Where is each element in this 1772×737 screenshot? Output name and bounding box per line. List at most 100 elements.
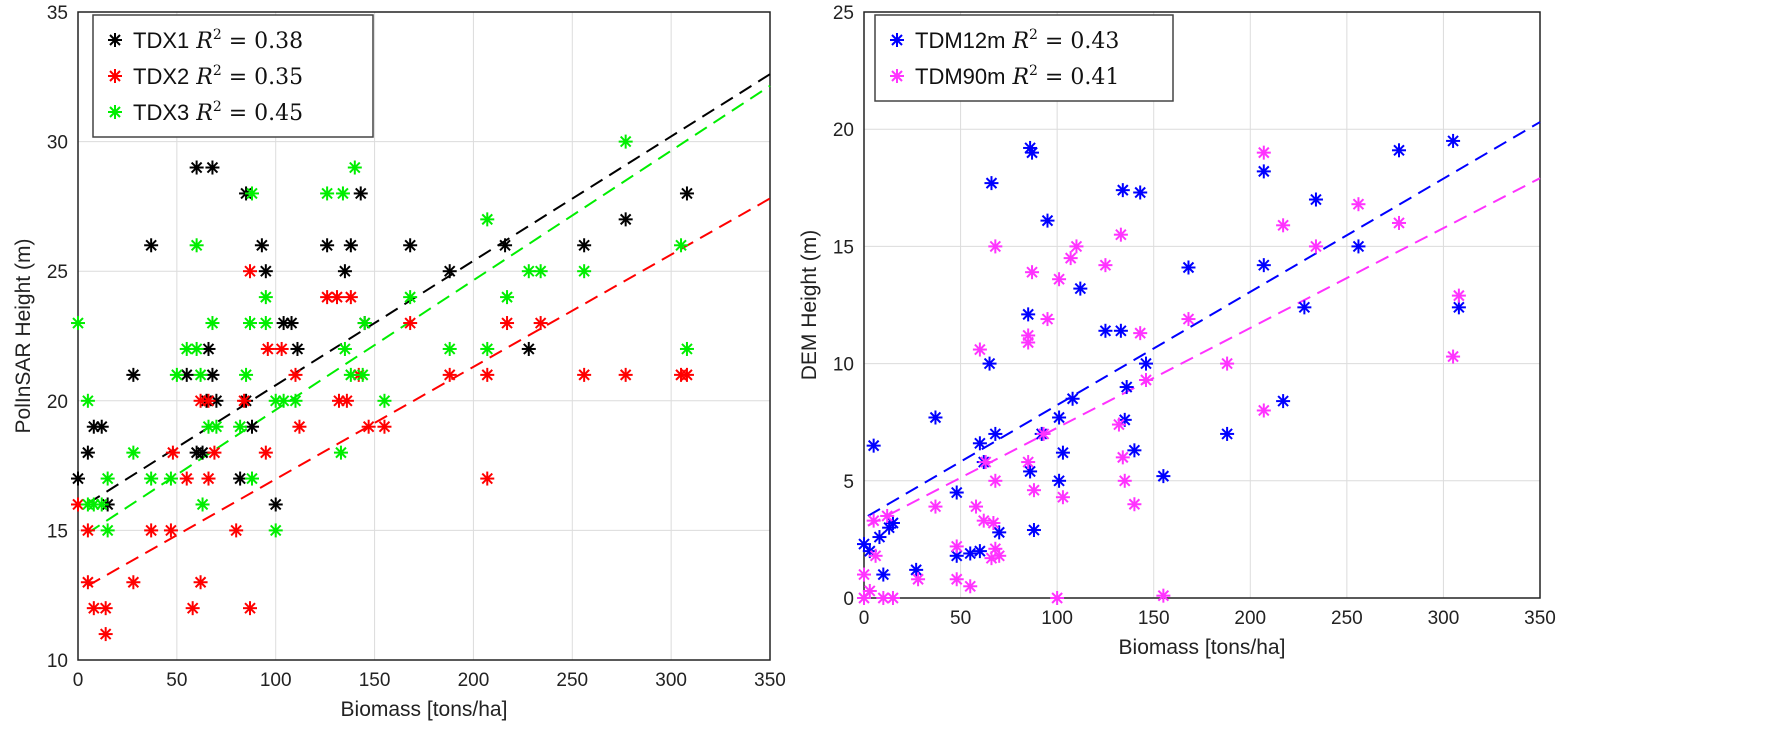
data-point-tdm90m — [911, 572, 926, 587]
data-point-tdx3 — [163, 471, 178, 486]
legend-r2-value: 0.38 — [254, 29, 303, 54]
y-tick-label: 20 — [47, 392, 68, 413]
x-tick-label: 0 — [859, 608, 870, 629]
data-point-tdx2 — [260, 341, 275, 356]
data-point-tdm90m — [1351, 197, 1366, 212]
data-point-tdm90m — [1181, 312, 1196, 327]
data-point-tdm12m — [949, 485, 964, 500]
y-axis-label: DEM Height (m) — [798, 230, 821, 381]
data-point-tdm90m — [1276, 218, 1291, 233]
data-point-tdx3 — [239, 367, 254, 382]
data-point-tdm90m — [862, 583, 877, 598]
data-point-tdx3 — [193, 367, 208, 382]
data-point-tdx3 — [144, 471, 159, 486]
data-point-tdx3 — [244, 471, 259, 486]
data-point-tdm12m — [1133, 185, 1148, 200]
data-point-tdm90m — [1133, 326, 1148, 341]
data-point-tdx3 — [126, 445, 141, 460]
data-point-tdx3 — [189, 238, 204, 253]
data-point-tdx3 — [679, 341, 694, 356]
data-point-tdm90m — [992, 548, 1007, 563]
data-point-tdx1 — [290, 341, 305, 356]
data-point-tdm90m — [1063, 251, 1078, 266]
chart-panel-1: 0 50 100 150 200 250 300 350 10 15 20 25 30 35 Biomass… — [12, 3, 786, 721]
data-point-tdx3 — [442, 341, 457, 356]
data-point-tdx3 — [258, 316, 273, 331]
data-point-tdm12m — [1392, 143, 1407, 158]
y-tick-label: 25 — [833, 3, 854, 24]
data-point-tdx1 — [679, 186, 694, 201]
legend-marker-tdm90m — [890, 69, 904, 83]
data-point-tdm90m — [1021, 455, 1036, 470]
data-point-tdm12m — [1055, 445, 1070, 460]
data-point-tdx3 — [80, 393, 95, 408]
data-point-tdx2 — [618, 367, 633, 382]
data-point-tdm12m — [928, 410, 943, 425]
legend-series-name: TDX1 — [133, 28, 189, 53]
data-point-tdx2 — [377, 419, 392, 434]
data-point-tdx1 — [254, 238, 269, 253]
data-point-tdx3 — [100, 471, 115, 486]
data-point-tdx2 — [577, 367, 592, 382]
data-point-tdx3 — [243, 316, 258, 331]
data-point-tdm90m — [988, 473, 1003, 488]
data-point-tdx3 — [233, 419, 248, 434]
data-point-tdx1 — [189, 160, 204, 175]
data-point-tdx3 — [268, 523, 283, 538]
data-point-tdx3 — [337, 341, 352, 356]
data-point-tdm90m — [949, 539, 964, 554]
data-point-tdm90m — [928, 499, 943, 514]
legend-entry: TDM12m R2 = 0.43 — [915, 27, 1119, 54]
data-point-tdx2 — [98, 627, 113, 642]
data-point-tdx3 — [189, 341, 204, 356]
data-point-tdx2 — [207, 445, 222, 460]
data-point-tdm90m — [866, 513, 881, 528]
data-point-tdm90m — [1138, 373, 1153, 388]
data-point-tdx3 — [577, 264, 592, 279]
data-point-tdm12m — [982, 356, 997, 371]
legend-entry: TDX2 R2 = 0.35 — [133, 63, 303, 90]
data-point-tdm90m — [880, 508, 895, 523]
data-point-tdm90m — [876, 591, 891, 605]
data-point-tdx3 — [94, 497, 109, 512]
legend-r2-value: 0.35 — [254, 65, 303, 90]
data-point-tdx2 — [86, 601, 101, 616]
legend-marker-tdx2 — [108, 69, 122, 83]
data-point-tdx3 — [320, 186, 335, 201]
x-tick-label: 350 — [1524, 608, 1556, 629]
data-point-tdx1 — [233, 471, 248, 486]
legend: TDX1 R2 = 0.38 TDX2 R2 = 0.35 TDX3 R2 = 0.… — [92, 14, 374, 138]
data-point-tdm90m — [1117, 473, 1132, 488]
x-tick-label: 0 — [73, 670, 84, 691]
data-point-tdx2 — [80, 523, 95, 538]
data-point-tdm90m — [1036, 426, 1051, 441]
x-tick-label: 100 — [1041, 608, 1073, 629]
y-tick-label: 25 — [47, 262, 68, 283]
data-point-tdx2 — [237, 393, 252, 408]
data-point-tdm90m — [1115, 450, 1130, 465]
data-point-tdx1 — [71, 471, 85, 486]
data-point-tdm12m — [1256, 258, 1271, 273]
x-tick-label: 50 — [950, 608, 971, 629]
data-point-tdm90m — [885, 591, 900, 605]
data-point-tdx2 — [185, 601, 200, 616]
data-point-tdx1 — [201, 341, 216, 356]
legend-marker-tdx3 — [108, 105, 122, 119]
data-point-tdm12m — [984, 176, 999, 191]
data-point-tdm12m — [909, 562, 924, 577]
y-tick-label: 20 — [833, 120, 854, 141]
y-tick-label: 5 — [843, 472, 854, 493]
data-point-tdx3 — [500, 290, 515, 305]
data-point-tdm12m — [1065, 391, 1080, 406]
data-point-tdm90m — [976, 513, 991, 528]
data-point-tdm12m — [1073, 281, 1088, 296]
x-tick-label: 200 — [458, 670, 490, 691]
data-point-tdm12m — [1021, 307, 1036, 322]
data-point-tdx2 — [80, 575, 95, 590]
data-point-tdm12m — [1119, 380, 1134, 395]
data-point-tdx2 — [193, 575, 208, 590]
data-point-tdm12m — [1138, 356, 1153, 371]
data-point-tdx3 — [347, 160, 362, 175]
data-point-tdm90m — [1392, 215, 1407, 230]
